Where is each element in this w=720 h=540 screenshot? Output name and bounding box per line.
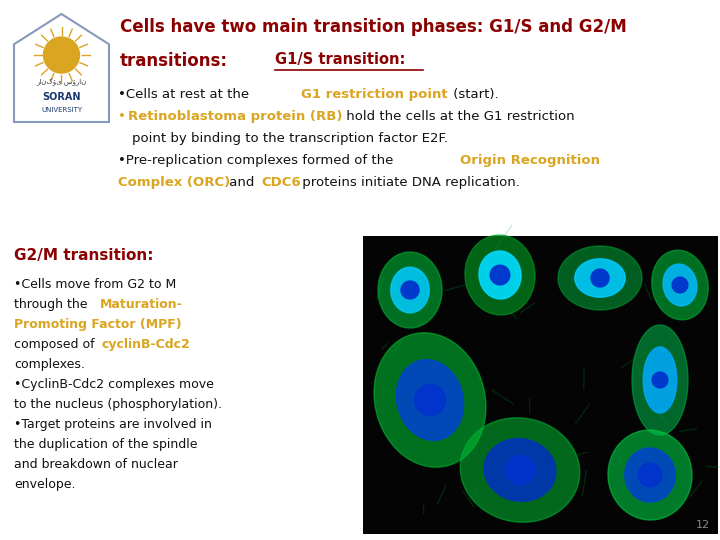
Polygon shape	[401, 281, 419, 299]
Text: hold the cells at the G1 restriction: hold the cells at the G1 restriction	[342, 110, 575, 123]
Polygon shape	[490, 265, 510, 285]
Text: Complex (ORC): Complex (ORC)	[118, 176, 230, 189]
Polygon shape	[652, 250, 708, 320]
Text: composed of: composed of	[14, 338, 99, 351]
Text: Promoting Factor (MPF): Promoting Factor (MPF)	[14, 318, 181, 331]
Text: •Cells at rest at the: •Cells at rest at the	[118, 88, 253, 101]
Text: •Target proteins are involved in: •Target proteins are involved in	[14, 418, 212, 431]
Text: (start).: (start).	[449, 88, 499, 101]
Text: proteins initiate DNA replication.: proteins initiate DNA replication.	[298, 176, 520, 189]
Polygon shape	[672, 277, 688, 293]
Text: •: •	[118, 110, 126, 123]
Text: Maturation-: Maturation-	[100, 298, 183, 311]
Text: Origin Recognition: Origin Recognition	[460, 154, 600, 167]
Polygon shape	[652, 372, 668, 388]
Text: to the nucleus (phosphorylation).: to the nucleus (phosphorylation).	[14, 398, 222, 411]
Polygon shape	[479, 251, 521, 299]
Text: SORAN: SORAN	[42, 92, 81, 102]
Polygon shape	[638, 463, 662, 487]
Text: G1/S transition:: G1/S transition:	[275, 52, 405, 67]
Polygon shape	[391, 267, 429, 313]
Text: CDC6: CDC6	[261, 176, 301, 189]
Polygon shape	[663, 264, 697, 306]
Text: and: and	[225, 176, 258, 189]
Polygon shape	[625, 448, 675, 502]
Polygon shape	[575, 259, 625, 297]
Text: •Pre-replication complexes formed of the: •Pre-replication complexes formed of the	[118, 154, 397, 167]
Circle shape	[43, 37, 79, 73]
Polygon shape	[608, 430, 692, 520]
Polygon shape	[643, 347, 677, 413]
Text: complexes.: complexes.	[14, 358, 85, 371]
Polygon shape	[460, 418, 580, 522]
Bar	[363, 236, 718, 534]
Polygon shape	[632, 325, 688, 435]
Text: cyclinB-Cdc2: cyclinB-Cdc2	[102, 338, 191, 351]
Polygon shape	[378, 252, 442, 328]
Text: the duplication of the spindle: the duplication of the spindle	[14, 438, 197, 451]
Polygon shape	[14, 14, 109, 122]
Text: •CyclinB-Cdc2 complexes move: •CyclinB-Cdc2 complexes move	[14, 378, 214, 391]
Polygon shape	[465, 235, 535, 315]
Polygon shape	[558, 246, 642, 310]
Text: Cells have two main transition phases: G1/S and G2/M: Cells have two main transition phases: G…	[120, 18, 626, 36]
Polygon shape	[484, 438, 556, 501]
Text: G2/M transition:: G2/M transition:	[14, 248, 153, 263]
Polygon shape	[505, 455, 534, 484]
Text: 12: 12	[696, 520, 710, 530]
Text: G1 restriction point: G1 restriction point	[301, 88, 448, 101]
Polygon shape	[415, 384, 446, 415]
Text: •Cells move from G2 to M: •Cells move from G2 to M	[14, 278, 176, 291]
Text: through the: through the	[14, 298, 91, 311]
Polygon shape	[591, 269, 609, 287]
Text: transitions:: transitions:	[120, 52, 228, 70]
Text: and breakdown of nuclear: and breakdown of nuclear	[14, 458, 178, 471]
Polygon shape	[374, 333, 486, 467]
Text: UNIVERSITY: UNIVERSITY	[41, 107, 82, 113]
Polygon shape	[397, 360, 464, 440]
Text: رانکۆی سۆران: رانکۆی سۆران	[37, 78, 86, 86]
Text: point by binding to the transcription factor E2F.: point by binding to the transcription fa…	[132, 132, 448, 145]
Text: envelope.: envelope.	[14, 478, 76, 491]
Text: Retinoblastoma protein (RB): Retinoblastoma protein (RB)	[128, 110, 343, 123]
